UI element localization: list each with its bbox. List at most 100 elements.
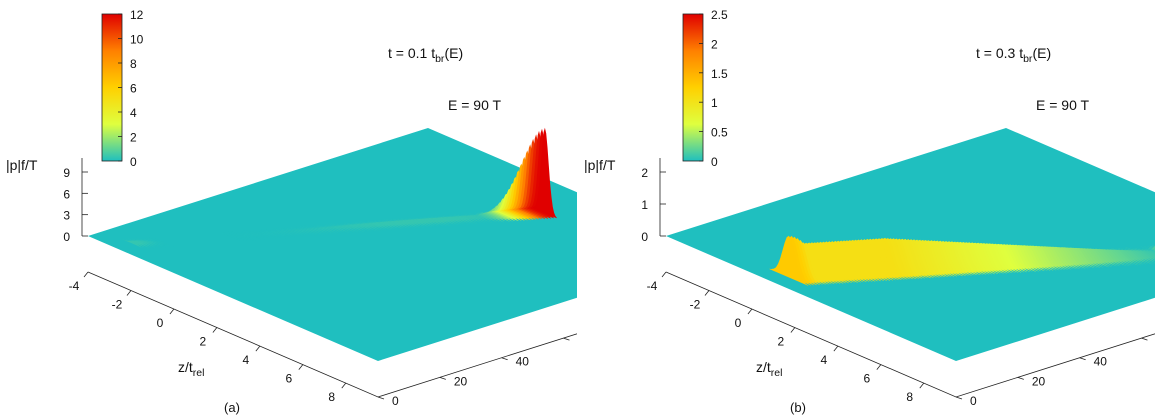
ridge-slice <box>286 226 310 237</box>
ridge-slice <box>406 217 431 228</box>
ridge-slice <box>303 225 328 236</box>
ridge-slice <box>221 231 246 242</box>
ridge-slice <box>309 224 334 235</box>
ridge-slice <box>374 219 398 231</box>
ridge-slice <box>397 218 422 229</box>
ridge-slice <box>145 237 169 248</box>
ridge-slice <box>130 238 155 249</box>
ridge-slice <box>124 238 149 249</box>
ridge-slice <box>450 214 475 225</box>
ridge-slice <box>336 222 360 233</box>
x-tick-mark <box>919 382 925 389</box>
ridge-slice <box>251 229 275 240</box>
colorbar-tick-label: 2 <box>130 131 137 145</box>
ridge-slice <box>403 217 428 228</box>
y-tick-mark <box>439 376 446 380</box>
ridge-slice <box>462 213 487 224</box>
x-tick-mark <box>169 308 175 315</box>
x-tick-label: 2 <box>200 335 207 349</box>
ridge-slice <box>227 231 252 242</box>
z-tick-label: 2 <box>641 166 648 180</box>
ridge-slice <box>395 218 419 229</box>
ridge-slice <box>389 218 413 229</box>
ridge-slice <box>289 226 313 237</box>
ridge-slice <box>412 217 437 228</box>
ridge-slice <box>342 222 366 233</box>
ridge-slice <box>327 223 351 234</box>
ridge-slice <box>239 230 263 241</box>
ridge-slice <box>433 215 457 226</box>
surface-plane <box>88 128 577 361</box>
ridge-slice <box>1137 246 1155 254</box>
x-tick-label: -4 <box>647 279 658 293</box>
colorbar-tick-label: 1.5 <box>711 67 728 81</box>
ridge-slice <box>268 227 293 239</box>
x-tick-label: 2 <box>778 335 785 349</box>
ridge-slice <box>533 127 557 219</box>
colorbar-tick-label: 0 <box>130 155 137 169</box>
ridge-slice <box>262 228 287 239</box>
z-tick-label: 9 <box>63 166 70 180</box>
ridge-slice <box>456 213 481 224</box>
ridge-slice <box>339 222 363 233</box>
ridge-slice <box>356 221 381 232</box>
y-tick-mark <box>563 337 570 341</box>
x-tick-label: 8 <box>328 390 335 404</box>
ridge-slice <box>386 219 410 230</box>
colorbar-tick-label: 0.5 <box>711 126 728 140</box>
ridge-slice <box>312 224 337 235</box>
ridge-slice <box>418 216 443 227</box>
colorbar-tick-label: 0 <box>711 155 718 169</box>
z-tick-label: 0 <box>63 230 70 244</box>
ridge-slice <box>315 224 340 235</box>
z-axis-label: |p|f/T <box>6 157 38 173</box>
y-tick-label: 0 <box>392 394 399 408</box>
ridge-slice <box>248 229 272 240</box>
ridge-slice <box>324 223 349 234</box>
x-axis-label-sub: rel <box>193 367 205 379</box>
z-tick-label: 0 <box>641 230 648 244</box>
ridge-slice <box>474 212 498 223</box>
ridge-slice <box>362 220 387 231</box>
panel-label: (a) <box>224 400 240 415</box>
ridge-slice <box>769 235 809 286</box>
x-axis-label: z/trel <box>178 359 204 379</box>
ridge-slice <box>271 227 296 238</box>
ridge-slice <box>318 224 343 235</box>
ridge-slice <box>151 236 175 247</box>
surface-plot-a: -4-202468020406080100z/trelp/T0369|p|f/T… <box>0 0 577 419</box>
ridge-slice <box>333 223 357 234</box>
y-tick-label: 40 <box>516 355 530 369</box>
x-tick-mark <box>661 271 667 278</box>
ridge-slice <box>218 231 243 242</box>
ridge-slice <box>233 230 257 241</box>
ridge-slice <box>427 215 451 227</box>
ridge-slice <box>368 220 393 231</box>
ridge-slice <box>1102 248 1141 266</box>
colorbar-tick-label: 8 <box>130 57 137 71</box>
ridge-slice <box>439 215 463 226</box>
y-tick-label: 40 <box>1094 355 1108 369</box>
energy-annotation: E = 90 T <box>1036 97 1090 113</box>
time-annotation: t = 0.1 tbr(E) <box>388 45 463 65</box>
x-tick-mark <box>341 382 347 389</box>
x-tick-label: 6 <box>863 372 870 386</box>
ridge-slice <box>274 227 299 238</box>
time-annotation-suffix: (E) <box>1032 45 1051 61</box>
ridge-slice <box>359 221 384 232</box>
y-tick-mark <box>377 396 385 400</box>
surface-plot-a-svg: -4-202468020406080100z/trelp/T0369|p|f/T… <box>6 8 577 415</box>
colorbar-tick-label: 1 <box>711 96 718 110</box>
ridge-slice <box>365 220 390 231</box>
ridge-slice <box>477 212 501 223</box>
surface-ridge <box>121 127 557 250</box>
colorbar <box>682 13 704 162</box>
x-tick-mark <box>876 364 882 370</box>
x-tick-mark <box>255 345 261 352</box>
y-tick-mark <box>501 357 508 361</box>
ridge-slice <box>280 227 304 238</box>
x-axis-label-main: z/t <box>178 359 193 375</box>
ridge-slice <box>353 221 378 232</box>
x-axis-label-main: z/t <box>756 359 771 375</box>
ridge-slice <box>468 212 493 224</box>
